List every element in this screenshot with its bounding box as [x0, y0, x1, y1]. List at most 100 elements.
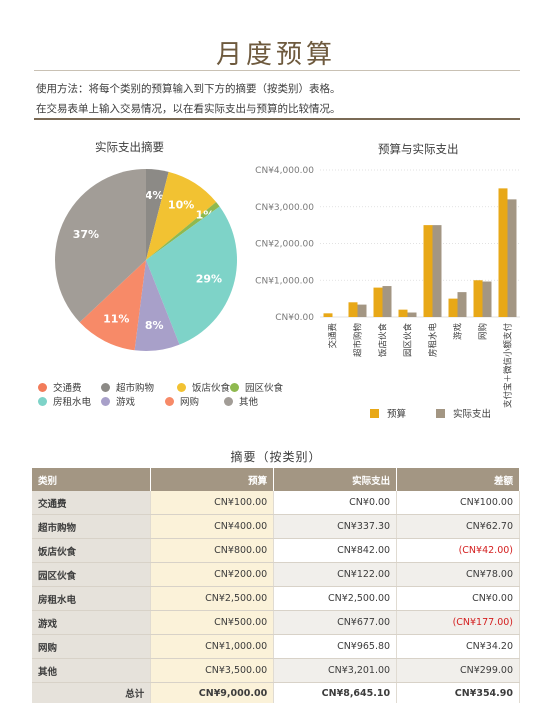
y-tick-label: CN¥0.00: [275, 313, 314, 323]
x-category-label: 支付宝＋微信小额支付: [503, 323, 514, 409]
legend-label: 预算: [387, 409, 407, 420]
cell-category[interactable]: 饭店伙食: [32, 538, 152, 563]
bar-budget: [348, 302, 358, 317]
y-tick-label: CN¥1,000.00: [255, 276, 314, 286]
bar-actual: [457, 292, 467, 317]
cell-difference[interactable]: CN¥354.90: [396, 682, 520, 703]
bar-actual: [407, 312, 417, 317]
legend-swatch: [101, 396, 110, 406]
pie-slice-label: 11%: [103, 312, 129, 325]
cell-actual[interactable]: CN¥677.00: [273, 610, 398, 635]
summary-table: 类别 预算 实际支出 差额 交通费 CN¥100.00 CN¥0.00 CN¥100.…: [32, 468, 520, 703]
cell-difference[interactable]: (CN¥42.00): [396, 538, 520, 563]
pie-slice: [146, 169, 169, 260]
pie-slice: [134, 260, 180, 351]
cell-difference[interactable]: CN¥299.00: [396, 658, 520, 683]
x-category-label: 网购: [478, 323, 489, 340]
legend-label: 交通费: [53, 383, 82, 394]
cell-actual[interactable]: CN¥3,201.00: [273, 658, 398, 683]
pie-chart-title: 实际支出摘要: [95, 140, 164, 154]
legend-swatch: [38, 396, 47, 406]
x-category-label: 饭店伙食: [378, 323, 389, 358]
cell-budget[interactable]: CN¥2,500.00: [150, 586, 275, 611]
cell-budget[interactable]: CN¥3,500.00: [150, 658, 275, 683]
legend-swatch: [436, 408, 445, 418]
bar-budget: [498, 188, 508, 317]
legend-swatch: [177, 382, 186, 392]
instructions-divider: [34, 118, 520, 120]
legend-item-restaurant: 饭店伙食: [177, 380, 230, 394]
cell-category[interactable]: 其他: [32, 658, 152, 683]
cell-budget[interactable]: CN¥9,000.00: [150, 682, 275, 703]
table-row: 交通费 CN¥100.00 CN¥0.00 CN¥100.00: [32, 491, 520, 515]
cell-difference[interactable]: CN¥0.00: [396, 586, 520, 611]
cell-category[interactable]: 游戏: [32, 610, 152, 635]
cell-difference[interactable]: CN¥34.20: [396, 634, 520, 659]
cell-actual[interactable]: CN¥0.00: [273, 491, 398, 515]
legend-swatch: [230, 382, 239, 392]
cell-actual[interactable]: CN¥8,645.10: [273, 682, 398, 703]
bar-actual: [507, 199, 517, 317]
table-row: 园区伙食 CN¥200.00 CN¥122.00 CN¥78.00: [32, 562, 520, 587]
legend-item-supermarket: 超市购物: [101, 380, 154, 394]
bar-budget: [473, 280, 483, 317]
x-category-label: 超市购物: [353, 323, 364, 358]
legend-label: 房租水电: [53, 397, 92, 408]
legend-label: 网购: [180, 397, 200, 408]
cell-actual[interactable]: CN¥122.00: [273, 562, 398, 587]
cell-category[interactable]: 总计: [32, 682, 152, 703]
cell-budget[interactable]: CN¥100.00: [150, 491, 275, 515]
cell-budget[interactable]: CN¥800.00: [150, 538, 275, 563]
x-category-label: 房租水电: [428, 323, 439, 358]
cell-category[interactable]: 网购: [32, 634, 152, 659]
table-row: 房租水电 CN¥2,500.00 CN¥2,500.00 CN¥0.00: [32, 586, 520, 611]
legend-label: 园区伙食: [245, 383, 284, 394]
legend-swatch: [165, 396, 174, 406]
cell-difference[interactable]: (CN¥177.00): [396, 610, 520, 635]
x-category-label: 交通费: [328, 323, 339, 349]
pie-legend: 交通费 超市购物 饭店伙食 园区伙食 房租水电 游戏 网购 其他: [38, 380, 298, 412]
pie-slice: [146, 206, 237, 345]
cell-actual[interactable]: CN¥2,500.00: [273, 586, 398, 611]
total-row: 总计 CN¥9,000.00 CN¥8,645.10 CN¥354.90: [32, 682, 520, 703]
bar-chart-title: 预算与实际支出: [378, 142, 459, 156]
cell-category[interactable]: 超市购物: [32, 514, 152, 539]
cell-difference[interactable]: CN¥100.00: [396, 491, 520, 515]
legend-label: 实际支出: [453, 409, 492, 420]
cell-category[interactable]: 交通费: [32, 491, 152, 515]
cell-actual[interactable]: CN¥842.00: [273, 538, 398, 563]
x-category-label: 游戏: [453, 323, 464, 341]
pie-slice: [146, 201, 220, 260]
pie-slice-label: 10%: [168, 199, 194, 212]
title-divider: [34, 70, 520, 71]
bar-actual: [382, 286, 392, 317]
cell-budget[interactable]: CN¥200.00: [150, 562, 275, 587]
cell-budget[interactable]: CN¥400.00: [150, 514, 275, 539]
cell-category[interactable]: 房租水电: [32, 586, 152, 611]
bar-actual: [432, 225, 442, 317]
legend-label: 其他: [239, 397, 259, 408]
legend-item-budget: 预算: [370, 406, 406, 420]
cell-difference[interactable]: CN¥78.00: [396, 562, 520, 587]
cell-actual[interactable]: CN¥337.30: [273, 514, 398, 539]
bar-budget: [398, 309, 408, 317]
legend-label: 饭店伙食: [192, 383, 231, 394]
bar-legend: 预算 实际支出: [370, 406, 520, 420]
legend-swatch: [38, 382, 47, 392]
bar-actual: [357, 304, 367, 317]
page-title: 月度预算: [215, 40, 336, 70]
cell-budget[interactable]: CN¥500.00: [150, 610, 275, 635]
summary-header-row: 类别 预算 实际支出 差额: [32, 468, 520, 491]
table-row: 超市购物 CN¥400.00 CN¥337.30 CN¥62.70: [32, 514, 520, 539]
legend-label: 超市购物: [116, 383, 155, 394]
pie-slice-label: 29%: [196, 272, 222, 285]
table-row: 游戏 CN¥500.00 CN¥677.00 (CN¥177.00): [32, 610, 520, 635]
cell-category[interactable]: 园区伙食: [32, 562, 152, 587]
cell-actual[interactable]: CN¥965.80: [273, 634, 398, 659]
legend-label: 游戏: [116, 397, 136, 408]
bar-chart: CN¥0.00 CN¥1,000.00 CN¥2,000.00 CN¥3,000.00…: [255, 166, 520, 409]
cell-difference[interactable]: CN¥62.70: [396, 514, 520, 539]
header-actual: 实际支出: [273, 468, 398, 491]
cell-budget[interactable]: CN¥1,000.00: [150, 634, 275, 659]
pie-slice-label: 37%: [73, 228, 99, 241]
